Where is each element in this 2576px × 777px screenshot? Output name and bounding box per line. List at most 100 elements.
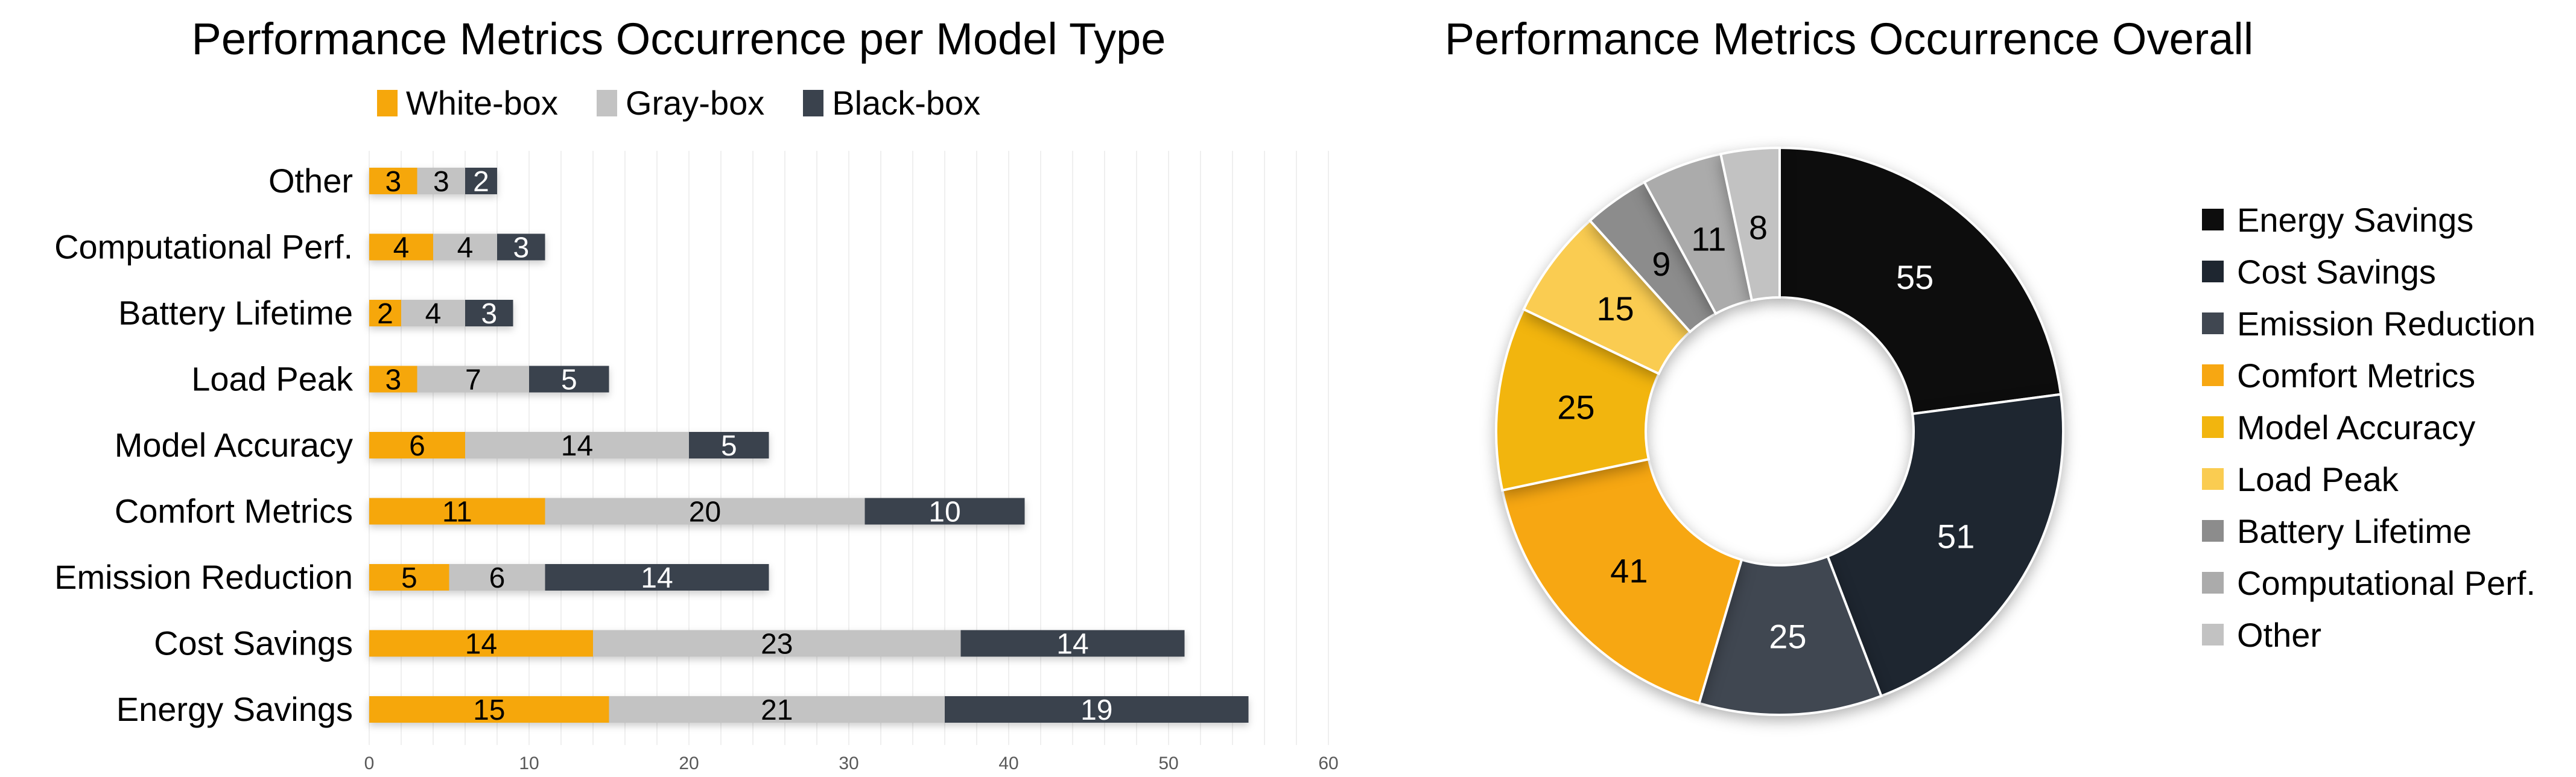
legend-swatch bbox=[2202, 312, 2224, 334]
category-label: Cost Savings bbox=[154, 624, 353, 662]
legend-label: Gray-box bbox=[625, 84, 765, 122]
legend-label: Comfort Metrics bbox=[2237, 356, 2476, 395]
donut-chart-panel: Performance Metrics Occurrence Overall 5… bbox=[1357, 0, 2576, 777]
bar-value-label: 4 bbox=[457, 232, 474, 264]
bar-segment bbox=[369, 564, 449, 591]
legend-swatch bbox=[2202, 364, 2224, 386]
bar-value-label: 14 bbox=[561, 430, 593, 462]
donut-legend: Energy Savings Cost Savings Emission Reduc… bbox=[2202, 194, 2536, 661]
bar-value-label: 11 bbox=[442, 496, 472, 528]
bar-value-label: 21 bbox=[761, 694, 793, 726]
x-axis-tick-label: 0 bbox=[364, 753, 375, 773]
bar-value-label: 7 bbox=[465, 364, 481, 396]
legend-item: Battery Lifetime bbox=[2202, 505, 2536, 557]
bar-row bbox=[369, 498, 1025, 525]
bar-value-label: 4 bbox=[425, 298, 442, 330]
bar-value-label: 14 bbox=[641, 562, 673, 594]
donut-chart-title: Performance Metrics Occurrence Overall bbox=[1444, 14, 2254, 64]
bar-value-label: 3 bbox=[481, 298, 497, 330]
donut-slice-label: 9 bbox=[1652, 245, 1670, 283]
donut-slice-label: 51 bbox=[1937, 517, 1975, 555]
bar-row bbox=[369, 168, 497, 194]
legend-item: Emission Reduction bbox=[2202, 297, 2536, 349]
legend-label: Black-box bbox=[832, 84, 981, 122]
donut-slice bbox=[1500, 457, 1743, 705]
bar-value-label: 14 bbox=[465, 629, 497, 661]
bar-chart-title: Performance Metrics Occurrence per Model… bbox=[191, 14, 1166, 64]
legend-item: Other bbox=[2202, 609, 2536, 661]
bar-chart-plot-area: Other 3 3 2 Computational Perf. 4 4 3 Battery Li… bbox=[0, 142, 1357, 777]
category-label: Emission Reduction bbox=[54, 558, 353, 596]
bar-row bbox=[369, 300, 513, 326]
category-label: Load Peak bbox=[191, 360, 354, 398]
donut-slice bbox=[1826, 393, 2064, 698]
bar-segment bbox=[369, 366, 417, 393]
legend-label: Emission Reduction bbox=[2237, 304, 2536, 343]
bar-segment bbox=[609, 696, 945, 723]
bar-segment bbox=[369, 168, 417, 194]
bar-segment bbox=[545, 564, 769, 591]
category-label: Model Accuracy bbox=[115, 426, 353, 464]
donut-slice-label: 25 bbox=[1769, 617, 1806, 655]
bar-value-label: 20 bbox=[689, 496, 721, 528]
bar-row bbox=[369, 366, 609, 393]
bar-value-label: 3 bbox=[385, 364, 401, 396]
bar-value-label: 5 bbox=[561, 364, 577, 396]
donut-slice bbox=[1698, 554, 1883, 716]
bar-value-label: 10 bbox=[928, 496, 960, 528]
category-label: Other bbox=[268, 162, 353, 200]
bar-value-label: 3 bbox=[513, 232, 529, 264]
bar-value-label: 23 bbox=[761, 629, 793, 661]
bar-segment bbox=[465, 432, 689, 458]
bar-value-label: 2 bbox=[377, 298, 393, 330]
bar-segment bbox=[433, 233, 497, 261]
legend-swatch-white-box bbox=[376, 89, 398, 116]
bar-value-label: 6 bbox=[489, 562, 506, 594]
x-axis-tick-label: 40 bbox=[998, 753, 1018, 773]
x-axis-tick-label: 60 bbox=[1318, 753, 1338, 773]
legend-item: Energy Savings bbox=[2202, 194, 2536, 246]
legend-label: Energy Savings bbox=[2237, 200, 2474, 239]
x-axis-tick-label: 10 bbox=[519, 753, 539, 773]
category-label: Computational Perf. bbox=[54, 228, 353, 266]
bar-value-label: 2 bbox=[473, 166, 489, 198]
legend-item: Model Accuracy bbox=[2202, 401, 2536, 453]
bar-value-label: 19 bbox=[1080, 694, 1112, 726]
bar-chart-panel: Performance Metrics Occurrence per Model… bbox=[0, 14, 1357, 777]
x-axis-tick-label: 30 bbox=[839, 753, 858, 773]
bar-value-label: 3 bbox=[433, 166, 449, 198]
bar-segment bbox=[417, 366, 529, 393]
bar-segment bbox=[689, 432, 769, 458]
bar-segment bbox=[417, 168, 465, 194]
legend-item: Load Peak bbox=[2202, 453, 2536, 505]
bar-row bbox=[369, 432, 769, 458]
bar-segment bbox=[369, 432, 465, 458]
bar-row bbox=[369, 630, 1185, 657]
donut-slice-label: 8 bbox=[1749, 208, 1768, 246]
bar-segment bbox=[960, 630, 1185, 657]
legend-label: Cost Savings bbox=[2237, 252, 2436, 291]
legend-swatch bbox=[2202, 572, 2224, 594]
category-label: Comfort Metrics bbox=[115, 492, 353, 530]
bar-segment bbox=[593, 630, 961, 657]
donut-plot-area: 55 51 25 41 25 15 9 11 8 bbox=[1478, 130, 2081, 733]
category-label: Energy Savings bbox=[116, 690, 353, 728]
bar-segment bbox=[945, 696, 1249, 723]
bar-segment bbox=[465, 168, 497, 194]
x-axis-tick-label: 50 bbox=[1158, 753, 1178, 773]
category-label: Battery Lifetime bbox=[118, 294, 353, 332]
bar-value-label: 14 bbox=[1056, 629, 1088, 661]
bar-value-label: 5 bbox=[721, 430, 737, 462]
legend-label: Computational Perf. bbox=[2237, 563, 2536, 602]
donut-slice-label: 25 bbox=[1557, 388, 1594, 427]
bar-chart-legend: White-box Gray-box Black-box bbox=[0, 83, 1357, 122]
bar-segment bbox=[369, 300, 401, 326]
legend-item: Comfort Metrics bbox=[2202, 349, 2536, 401]
donut-slice bbox=[1719, 146, 1781, 302]
legend-swatch bbox=[2202, 520, 2224, 542]
bar-segment bbox=[864, 498, 1025, 525]
bar-value-label: 3 bbox=[385, 166, 401, 198]
bar-row bbox=[369, 564, 769, 591]
